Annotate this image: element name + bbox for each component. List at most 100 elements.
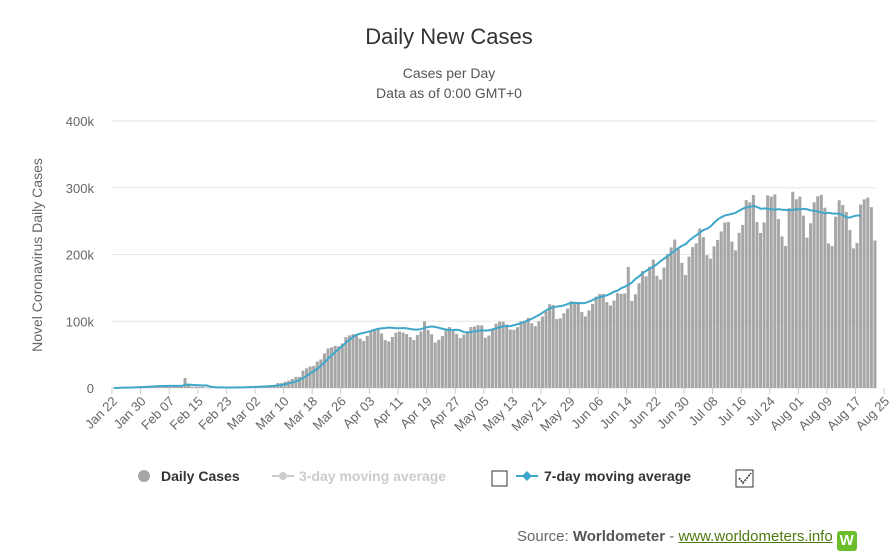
legend-item-7-day-average[interactable]: 7-day moving average (516, 468, 691, 484)
bar-daily-cases[interactable] (555, 319, 559, 388)
bar-daily-cases[interactable] (862, 199, 866, 388)
bar-daily-cases[interactable] (701, 237, 705, 388)
bar-daily-cases[interactable] (305, 368, 309, 388)
bar-daily-cases[interactable] (480, 325, 484, 388)
bar-daily-cases[interactable] (533, 326, 537, 388)
bar-daily-cases[interactable] (823, 207, 827, 388)
bar-daily-cases[interactable] (705, 255, 709, 388)
bar-daily-cases[interactable] (566, 308, 570, 388)
bar-daily-cases[interactable] (551, 305, 555, 388)
line-7-day-average[interactable] (113, 205, 861, 389)
bar-daily-cases[interactable] (476, 325, 480, 388)
bar-daily-cases[interactable] (183, 377, 187, 388)
bar-daily-cases[interactable] (487, 335, 491, 388)
bar-daily-cases[interactable] (734, 250, 738, 388)
bar-daily-cases[interactable] (208, 387, 212, 389)
line-series-7-day-average[interactable] (113, 205, 861, 389)
bar-daily-cases[interactable] (383, 340, 387, 388)
bar-daily-cases[interactable] (473, 326, 477, 388)
bar-daily-cases[interactable] (805, 237, 809, 388)
bar-daily-cases[interactable] (448, 327, 452, 388)
bar-daily-cases[interactable] (866, 197, 870, 388)
bar-daily-cases[interactable] (319, 359, 323, 388)
bar-daily-cases[interactable] (716, 239, 720, 388)
bar-daily-cases[interactable] (194, 386, 198, 388)
bar-daily-cases[interactable] (444, 330, 448, 388)
bar-daily-cases[interactable] (412, 339, 416, 388)
bar-daily-cases[interactable] (415, 335, 419, 388)
bar-daily-cases[interactable] (376, 328, 380, 388)
bar-daily-cases[interactable] (769, 196, 773, 388)
bar-daily-cases[interactable] (494, 323, 498, 388)
bar-daily-cases[interactable] (462, 334, 466, 388)
bar-daily-cases[interactable] (798, 196, 802, 388)
bar-daily-cases[interactable] (358, 338, 362, 388)
bar-daily-cases[interactable] (430, 334, 434, 388)
checkbox-3-day-average[interactable] (491, 470, 508, 487)
bar-daily-cases[interactable] (719, 231, 723, 388)
bar-daily-cases[interactable] (826, 243, 830, 388)
bar-daily-cases[interactable] (787, 208, 791, 388)
bar-daily-cases[interactable] (687, 256, 691, 388)
legend-item-3-day-average[interactable]: 3-day moving average (272, 468, 446, 484)
bar-daily-cases[interactable] (451, 330, 455, 388)
bar-daily-cases[interactable] (179, 386, 183, 388)
bar-daily-cases[interactable] (344, 337, 348, 388)
bar-daily-cases[interactable] (322, 353, 326, 388)
bar-daily-cases[interactable] (508, 329, 512, 388)
bar-daily-cases[interactable] (859, 204, 863, 388)
bar-daily-cases[interactable] (741, 225, 745, 388)
bar-daily-cases[interactable] (601, 293, 605, 388)
bar-daily-cases[interactable] (784, 245, 788, 388)
bar-daily-cases[interactable] (587, 310, 591, 388)
bar-daily-cases[interactable] (762, 222, 766, 388)
bar-daily-cases[interactable] (437, 339, 441, 388)
bar-daily-cases[interactable] (830, 245, 834, 388)
bar-daily-cases[interactable] (351, 334, 355, 388)
bar-daily-cases[interactable] (340, 343, 344, 388)
bar-daily-cases[interactable] (455, 333, 459, 388)
bar-daily-cases[interactable] (483, 337, 487, 388)
bar-daily-cases[interactable] (676, 248, 680, 388)
bar-daily-cases[interactable] (873, 240, 877, 388)
bar-daily-cases[interactable] (294, 376, 298, 388)
bar-daily-cases[interactable] (819, 194, 823, 388)
bar-daily-cases[interactable] (655, 275, 659, 388)
bar-daily-cases[interactable] (537, 321, 541, 388)
bar-daily-cases[interactable] (616, 293, 620, 388)
bar-daily-cases[interactable] (591, 304, 595, 388)
bar-daily-cases[interactable] (683, 274, 687, 388)
bar-daily-cases[interactable] (197, 386, 201, 388)
bar-daily-cases[interactable] (523, 320, 527, 388)
bar-daily-cases[interactable] (759, 232, 763, 388)
bar-daily-cases[interactable] (333, 345, 337, 388)
bar-daily-cases[interactable] (658, 279, 662, 388)
bar-daily-cases[interactable] (723, 222, 727, 388)
bar-daily-cases[interactable] (841, 205, 845, 388)
bar-daily-cases[interactable] (519, 321, 523, 388)
bar-daily-cases[interactable] (469, 327, 473, 388)
bar-daily-cases[interactable] (812, 202, 816, 388)
source-link[interactable]: www.worldometers.info (678, 528, 833, 545)
bar-daily-cases[interactable] (405, 334, 409, 388)
bar-daily-cases[interactable] (419, 331, 423, 388)
bar-daily-cases[interactable] (337, 346, 341, 388)
bar-daily-cases[interactable] (326, 348, 330, 388)
bar-daily-cases[interactable] (423, 321, 427, 388)
bar-daily-cases[interactable] (355, 334, 359, 388)
bar-daily-cases[interactable] (201, 386, 205, 388)
bar-daily-cases[interactable] (648, 266, 652, 388)
bar-daily-cases[interactable] (605, 302, 609, 388)
bar-daily-cases[interactable] (576, 302, 580, 388)
bar-daily-cases[interactable] (791, 191, 795, 388)
bar-daily-cases[interactable] (315, 361, 319, 389)
bar-daily-cases[interactable] (673, 239, 677, 388)
bar-daily-cases[interactable] (633, 294, 637, 388)
bar-daily-cases[interactable] (780, 236, 784, 388)
bar-daily-cases[interactable] (369, 331, 373, 388)
bar-daily-cases[interactable] (694, 243, 698, 388)
bar-daily-cases[interactable] (365, 335, 369, 388)
bar-daily-cases[interactable] (641, 271, 645, 388)
bar-daily-cases[interactable] (580, 311, 584, 388)
bar-daily-cases[interactable] (490, 329, 494, 388)
